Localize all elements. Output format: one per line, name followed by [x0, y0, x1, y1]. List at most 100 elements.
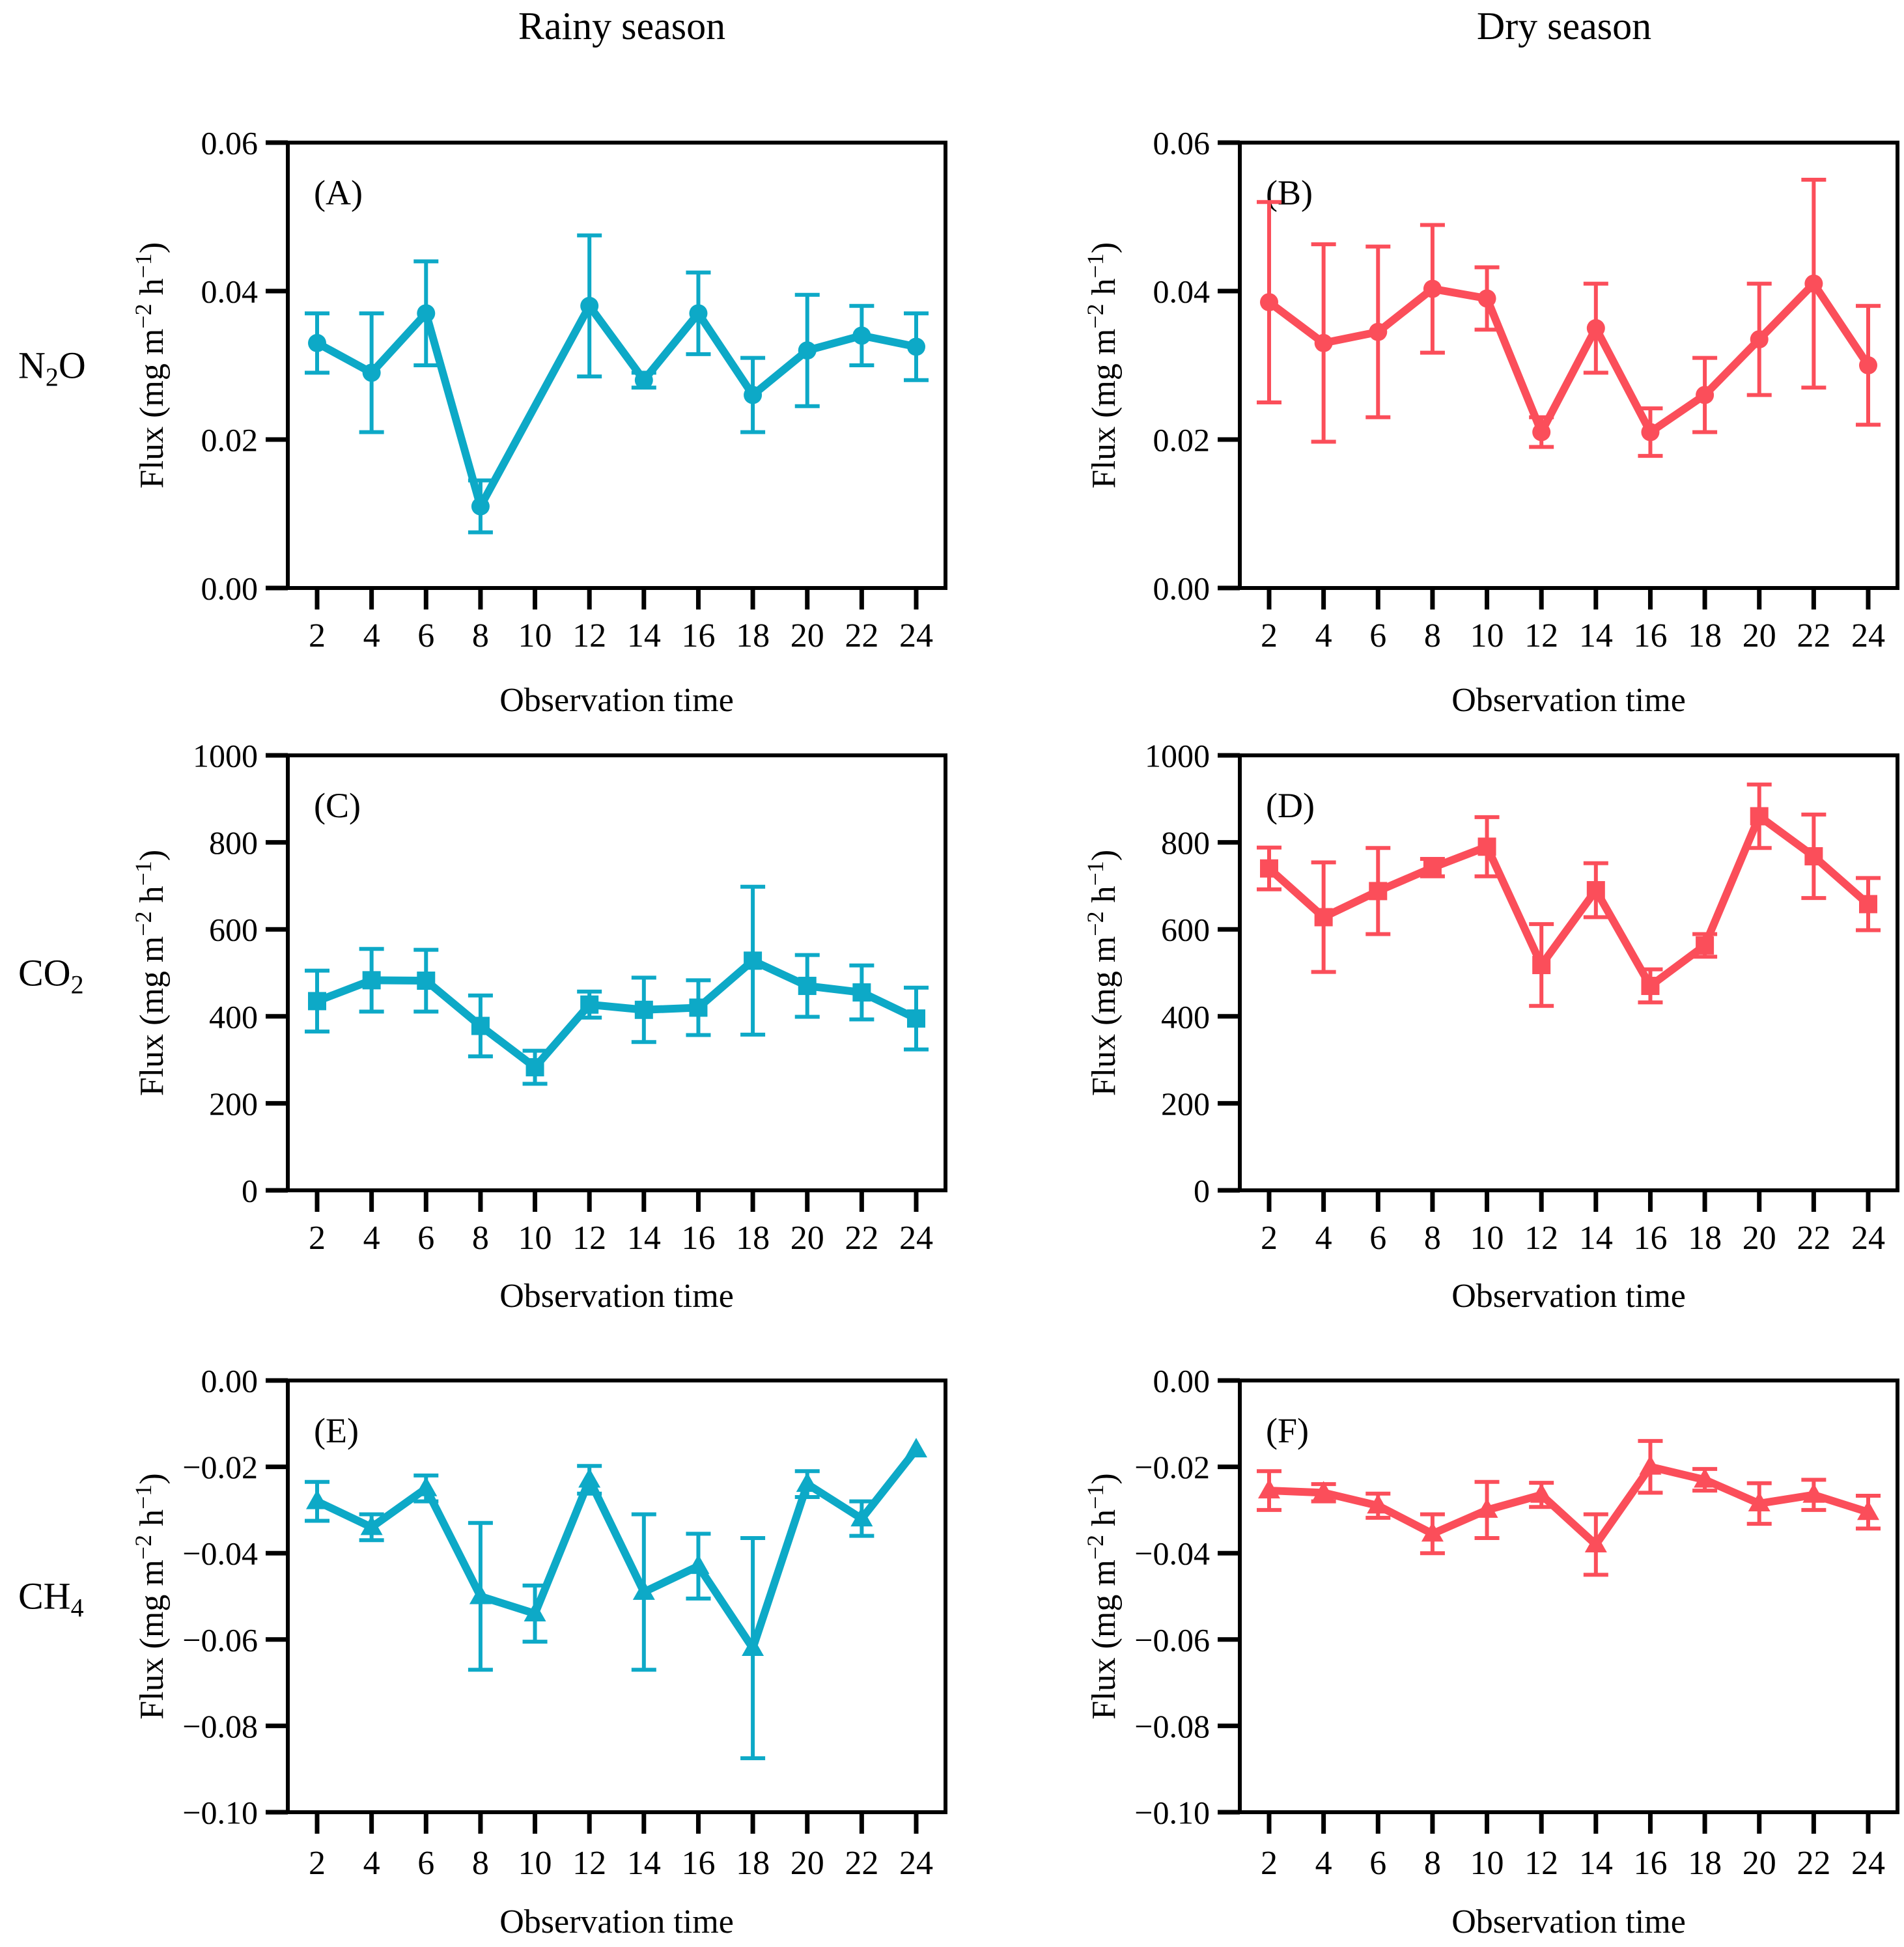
x-tick-label: 22 [1797, 617, 1830, 654]
x-tick-label: 24 [899, 1845, 933, 1882]
row-label-text: O [58, 344, 86, 387]
x-tick-label: 4 [1315, 617, 1332, 654]
row-label-text: 2 [45, 362, 59, 392]
y-tick-label: 600 [1161, 912, 1210, 948]
data-marker-circle [471, 497, 490, 516]
y-tick-label: −0.06 [1134, 1621, 1210, 1658]
data-marker-square [580, 995, 599, 1014]
x-tick-label: 22 [845, 1220, 878, 1257]
data-marker-circle [1314, 333, 1333, 352]
plot-border [286, 141, 947, 590]
data-marker-triangle [524, 1602, 546, 1622]
x-axis-title: Observation time [499, 682, 734, 719]
x-tick-label: 8 [472, 617, 489, 654]
x-tick-label: 22 [845, 617, 878, 654]
y-axis-title-text: h [1085, 886, 1123, 911]
y-tick-label: −0.08 [182, 1708, 258, 1744]
data-marker-triangle [1421, 1522, 1444, 1542]
x-tick-label: 6 [1369, 617, 1386, 654]
plot-border [1238, 1379, 1899, 1814]
data-marker-triangle [578, 1468, 601, 1488]
data-marker-circle [308, 333, 326, 352]
data-marker-square [634, 1000, 653, 1019]
x-tick-label: 12 [572, 1845, 606, 1882]
x-tick-label: 18 [736, 617, 770, 654]
data-markers [308, 951, 925, 1076]
data-marker-square [308, 992, 326, 1011]
x-tick-label: 16 [1633, 617, 1667, 654]
row-label-n2o: N2O [18, 344, 86, 391]
data-marker-circle [1641, 423, 1660, 441]
x-tick-label: 14 [1579, 1220, 1613, 1257]
data-marker-triangle [1367, 1494, 1390, 1514]
y-tick-label: −0.08 [1134, 1708, 1210, 1744]
panel-letter: (E) [314, 1411, 359, 1450]
y-axis-title-text: Flux (mg m [1085, 1560, 1123, 1720]
x-tick-label: 4 [363, 1220, 380, 1257]
chart-svg-b: 0.000.020.040.062 4 6 8 10 12 14 16 18 20 22 24Obse… [1082, 125, 1899, 719]
x-tick-label: 24 [899, 617, 933, 654]
x-tick-label: 2 [309, 1845, 326, 1882]
chart-svg-a: 0.000.020.040.062 4 6 8 10 12 14 16 18 20 22 24Obse… [130, 125, 947, 719]
x-tick-label: 8 [1424, 1220, 1441, 1257]
x-tick-label: 8 [1424, 1845, 1441, 1882]
data-marker-square [362, 971, 381, 990]
data-marker-circle [689, 304, 708, 323]
x-tick-label: 4 [363, 1845, 380, 1882]
x-tick-label: 10 [1470, 1845, 1504, 1882]
y-axis-title: Flux (mg m−2 h−1) [130, 1473, 171, 1720]
x-axis-title: Observation time [499, 1903, 734, 1940]
row-label-text: CH [18, 1575, 71, 1618]
x-tick-label: 16 [1633, 1845, 1667, 1882]
x-tick-label: 6 [1369, 1220, 1386, 1257]
data-marker-circle [1423, 279, 1442, 298]
x-tick-label: 24 [899, 1220, 933, 1257]
x-tick-label: 20 [1743, 617, 1776, 654]
data-marker-square [1314, 908, 1333, 927]
y-tick-label: 0.00 [201, 570, 259, 607]
data-marker-circle [1750, 330, 1769, 349]
y-axis-title-sup: −2 [1082, 911, 1108, 936]
panel-letter: (A) [314, 173, 363, 212]
y-axis-title-text: ) [1085, 242, 1123, 253]
x-tick-label: 10 [518, 617, 552, 654]
y-tick-label: −0.04 [182, 1535, 258, 1572]
row-label-text: N [18, 344, 46, 387]
y-tick-label: 400 [1161, 998, 1210, 1035]
y-axis-title-text: ) [1085, 1473, 1123, 1484]
y-tick-label: −0.10 [1134, 1795, 1210, 1831]
data-marker-square [417, 972, 436, 990]
data-line [1265, 1463, 1872, 1548]
panel-letter: (D) [1266, 786, 1315, 825]
x-tick-label: 20 [791, 1845, 824, 1882]
data-marker-square [471, 1016, 490, 1035]
x-tick-label: 22 [845, 1845, 878, 1882]
y-axis-title-text: Flux (mg m [1085, 329, 1123, 489]
data-marker-square [744, 951, 763, 970]
chart-panel-e: 0.00 −0.02 −0.04 −0.06 −0.08 −0.10 2 4 6 8 10 12 14 1… [0, 1345, 952, 1947]
data-markers [1260, 274, 1877, 441]
column-title-dry-season: Dry season [1476, 5, 1652, 48]
data-marker-square [1750, 807, 1769, 826]
x-tick-label: 12 [1524, 617, 1558, 654]
x-tick-label: 6 [417, 617, 434, 654]
x-tick-label: 8 [472, 1220, 489, 1257]
chart-panel-c: 0 200 400 600 800 1000 2 4 6 8 10 12 14 16 18 20 22 24 Obs… [0, 720, 952, 1348]
data-marker-triangle [360, 1515, 383, 1535]
y-tick-label: 0 [1194, 1173, 1210, 1209]
data-marker-circle [634, 371, 653, 389]
x-tick-label: 14 [1579, 1845, 1613, 1882]
row-label-text: 2 [70, 970, 84, 1000]
x-tick-label: 2 [1261, 617, 1278, 654]
y-tick-label: −0.02 [182, 1449, 258, 1485]
y-tick-label: 600 [209, 912, 258, 948]
x-tick-label: 4 [363, 617, 380, 654]
x-axis-title: Observation time [1451, 1278, 1686, 1315]
y-tick-label: 0.00 [201, 1363, 259, 1399]
error-bars [1257, 782, 1881, 1008]
y-axis-title: Flux (mg m−2 h−1) [130, 242, 171, 489]
data-marker-triangle [1748, 1491, 1771, 1511]
y-axis-title-sup: −1 [130, 1485, 156, 1509]
data-marker-triangle [306, 1489, 328, 1509]
